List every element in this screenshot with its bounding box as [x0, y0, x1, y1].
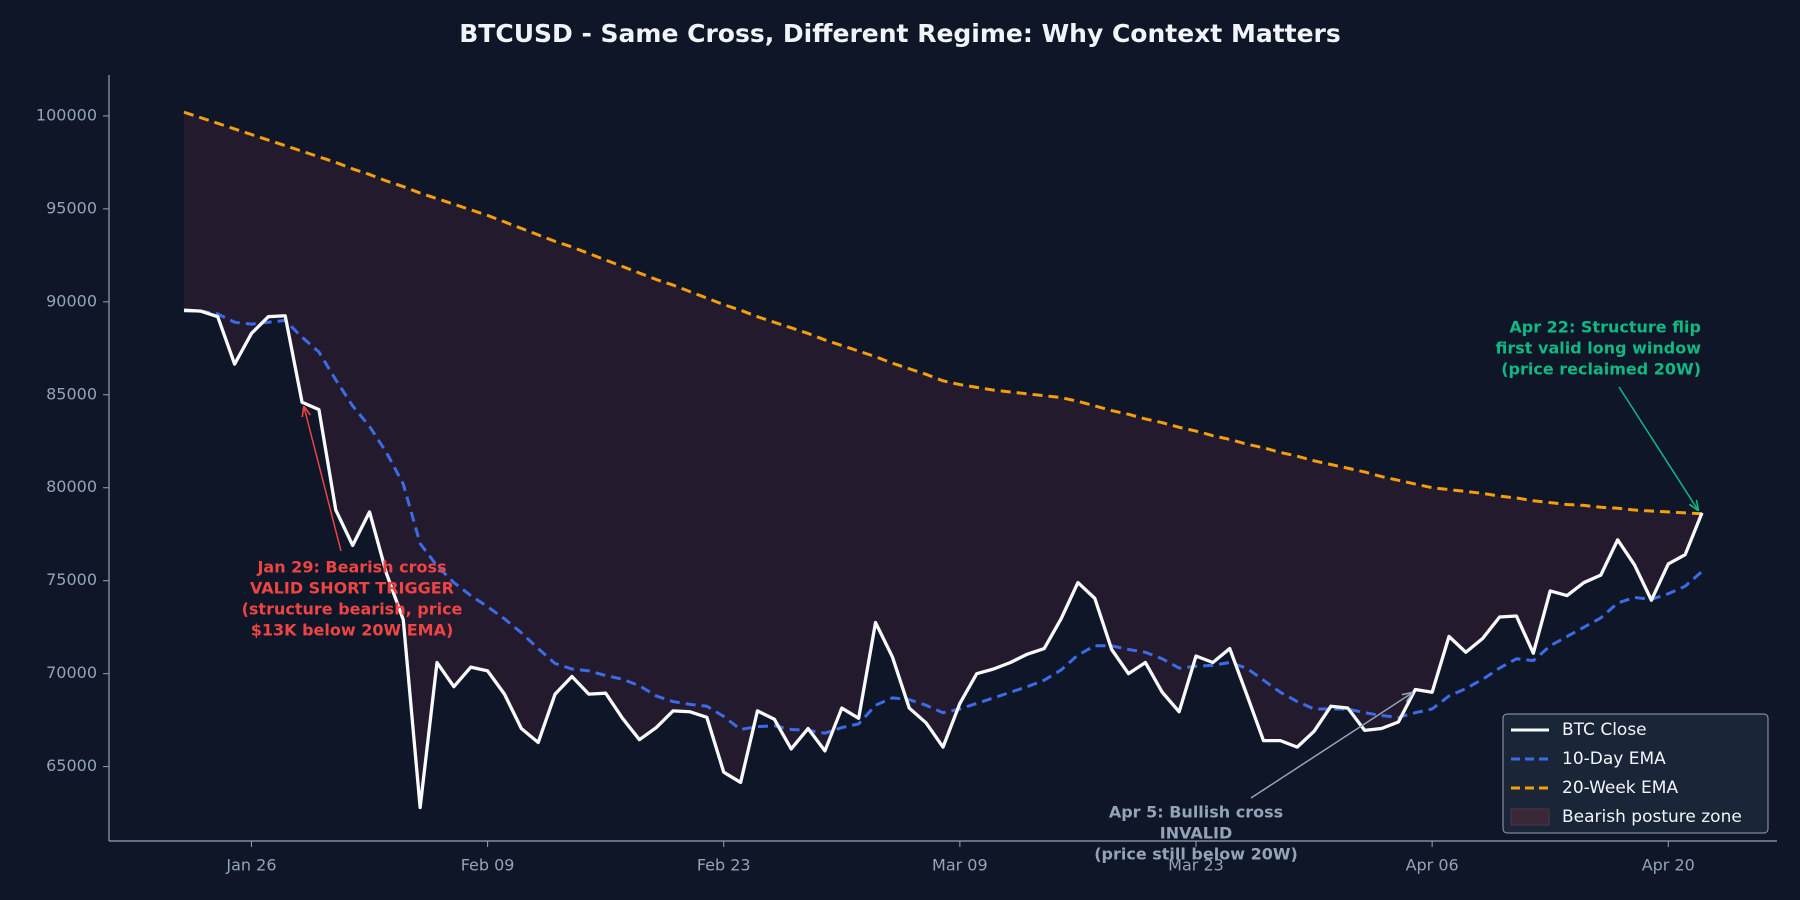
annotation-text: (price still below 20W): [1094, 845, 1298, 864]
annotation-text: first valid long window: [1496, 339, 1702, 358]
annotation-text: Jan 29: Bearish cross: [256, 558, 446, 577]
y-tick-label: 80000: [46, 477, 97, 496]
annotation-arrow: [304, 407, 342, 552]
bearish-zone: [184, 112, 1702, 808]
y-tick-label: 75000: [46, 570, 97, 589]
x-tick-label: Feb 23: [697, 856, 751, 875]
chart-title: BTCUSD - Same Cross, Different Regime: W…: [459, 19, 1341, 48]
legend-box: [1502, 713, 1769, 834]
y-tick-label: 65000: [46, 756, 97, 775]
annotation-text: Apr 22: Structure flip: [1509, 318, 1701, 337]
x-tick-label: Jan 26: [225, 856, 276, 875]
series-line: [183, 308, 1704, 810]
x-tick-label: Apr 20: [1642, 856, 1695, 875]
annotation-text: $13K below 20W EMA): [251, 621, 454, 640]
legend-swatch: [1510, 808, 1550, 826]
annotation-text: Apr 5: Bullish cross: [1109, 803, 1283, 822]
legend-label: BTC Close: [1562, 720, 1647, 740]
annotation-text: (structure bearish, price: [242, 600, 463, 619]
x-tick-label: Mar 23: [1168, 856, 1224, 875]
annotation-text: (price reclaimed 20W): [1501, 360, 1701, 379]
legend-label: 10-Day EMA: [1562, 749, 1666, 769]
annotation-arrow: [1618, 386, 1698, 510]
series-line: [184, 309, 1703, 735]
legend-label: 20-Week EMA: [1562, 778, 1678, 798]
series-line: [183, 110, 1703, 516]
annotation-text: VALID SHORT TRIGGER: [250, 579, 454, 598]
y-tick-label: 90000: [46, 291, 97, 310]
annotation-arrow: [1250, 693, 1412, 799]
y-tick-label: 100000: [36, 105, 97, 124]
legend-label: Bearish posture zone: [1562, 807, 1742, 827]
y-tick-label: 95000: [46, 198, 97, 217]
x-tick-label: Feb 09: [461, 856, 515, 875]
y-tick-label: 70000: [46, 663, 97, 682]
y-tick-label: 85000: [46, 384, 97, 403]
x-tick-label: Mar 09: [932, 856, 988, 875]
annotation-text: INVALID: [1160, 824, 1232, 843]
x-tick-label: Apr 06: [1406, 856, 1459, 875]
